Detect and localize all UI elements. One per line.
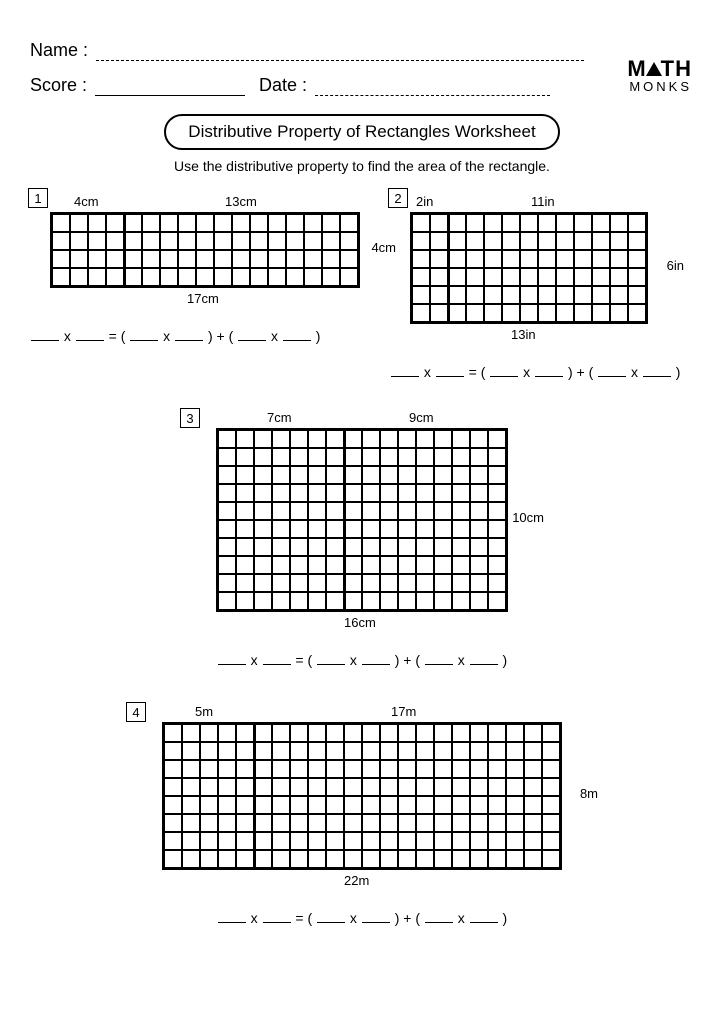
logo: M TH MONKS xyxy=(627,58,692,93)
name-field: Name : xyxy=(30,40,694,61)
date-line[interactable] xyxy=(315,82,550,96)
triangle-icon xyxy=(646,62,662,76)
problem-number: 1 xyxy=(28,188,48,208)
equation-line[interactable]: x = ( x ) + ( x ) xyxy=(217,652,507,668)
dim-height: 6in xyxy=(667,258,684,273)
problem-number: 4 xyxy=(126,702,146,722)
problem-1: 14cm13cm4cm17cm x = ( x ) + ( x ) xyxy=(30,192,360,380)
dim-total: 17cm xyxy=(187,291,219,306)
problem-4: 4 5m 17m 8m 22m x = ( x ) + ( x ) xyxy=(30,702,694,926)
partition-line xyxy=(253,722,256,870)
dim-left: 5m xyxy=(195,704,213,719)
dim-right: 13cm xyxy=(225,194,257,209)
logo-th: TH xyxy=(661,56,692,81)
problem-2: 22in11in6in13in x = ( x ) + ( x ) xyxy=(390,192,680,380)
dim-right: 17m xyxy=(391,704,416,719)
logo-monks: MONKS xyxy=(627,80,692,93)
rectangle-grid xyxy=(50,212,360,288)
equation-line[interactable]: x = ( x ) + ( x ) xyxy=(390,364,680,380)
equation-line[interactable]: x = ( x ) + ( x ) xyxy=(217,910,507,926)
partition-line xyxy=(447,212,450,324)
problem-number: 3 xyxy=(180,408,200,428)
problem-number: 2 xyxy=(388,188,408,208)
problem-3: 3 7cm 9cm 10cm 16cm x = ( x ) + ( x ) xyxy=(30,408,694,668)
dim-right: 11in xyxy=(531,194,555,209)
rectangle-grid xyxy=(216,428,508,612)
dim-left: 2in xyxy=(416,194,433,209)
instruction-text: Use the distributive property to find th… xyxy=(30,158,694,174)
dim-total: 16cm xyxy=(344,615,376,630)
logo-m: M xyxy=(627,56,646,81)
name-label: Name : xyxy=(30,40,88,61)
partition-line xyxy=(123,212,126,288)
partition-line xyxy=(343,428,346,612)
rectangle-grid xyxy=(162,722,562,870)
name-line[interactable] xyxy=(96,47,584,61)
dim-height: 8m xyxy=(580,786,598,801)
score-line[interactable] xyxy=(95,82,245,96)
date-label: Date : xyxy=(259,75,307,96)
equation-line[interactable]: x = ( x ) + ( x ) xyxy=(30,328,360,344)
score-label: Score : xyxy=(30,75,87,96)
dim-height: 10cm xyxy=(512,510,544,525)
dim-left: 4cm xyxy=(74,194,99,209)
dim-left: 7cm xyxy=(267,410,292,425)
score-date-row: Score : Date : xyxy=(30,75,550,96)
dim-total: 13in xyxy=(511,327,536,342)
worksheet-title: Distributive Property of Rectangles Work… xyxy=(164,114,559,150)
dim-total: 22m xyxy=(344,873,369,888)
rectangle-grid xyxy=(410,212,648,324)
dim-right: 9cm xyxy=(409,410,434,425)
